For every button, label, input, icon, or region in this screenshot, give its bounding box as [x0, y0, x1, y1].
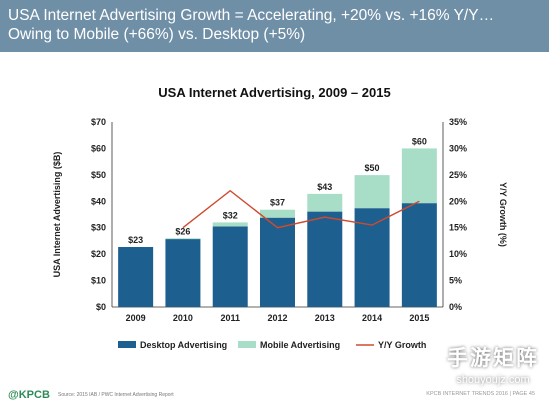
y-tick-label-left: $0	[96, 302, 106, 312]
legend-desktop-label: Desktop Advertising	[140, 340, 227, 350]
bar-total-label: $60	[412, 136, 427, 146]
header-title: USA Internet Advertising Growth = Accele…	[8, 6, 543, 44]
bar-mobile	[354, 175, 390, 209]
bar-desktop	[165, 239, 201, 307]
y-axis-label-left: USA Internet Advertising ($B)	[52, 152, 62, 278]
y-tick-label-right: 25%	[449, 170, 467, 180]
header-title-line1: USA Internet Advertising Growth = Accele…	[8, 7, 495, 24]
y-tick-label-right: 35%	[449, 117, 467, 127]
x-tick-label: 2014	[362, 313, 382, 323]
y-tick-label-right: 10%	[449, 249, 467, 259]
y-tick-label-right: 15%	[449, 223, 467, 233]
y-tick-label-right: 20%	[449, 196, 467, 206]
bar-mobile	[212, 222, 248, 227]
y-tick-label-right: 30%	[449, 143, 467, 153]
bar-total-label: $43	[317, 182, 332, 192]
header-title-line2: Owing to Mobile (+66%) vs. Desktop (+5%)	[8, 26, 306, 43]
bar-total-label: $37	[270, 198, 285, 208]
x-tick-label: 2012	[267, 313, 287, 323]
x-tick-label: 2011	[220, 313, 240, 323]
legend-mobile-label: Mobile Advertising	[260, 340, 340, 350]
x-tick-label: 2010	[173, 313, 193, 323]
legend-growth-label: Y/Y Growth	[378, 340, 426, 350]
legend-mobile-swatch	[238, 341, 256, 348]
y-tick-label-left: $30	[91, 223, 106, 233]
page-footer: KPCB INTERNET TRENDS 2016 | PAGE 45	[426, 391, 535, 397]
x-tick-label: 2015	[409, 313, 429, 323]
bar-mobile	[260, 209, 295, 218]
y-tick-label-right: 5%	[449, 276, 462, 286]
chart-title: USA Internet Advertising, 2009 – 2015	[158, 85, 391, 100]
growth-line	[182, 189, 420, 229]
bar-desktop	[307, 211, 343, 307]
watermark-sub: shouyoujz.com	[456, 374, 530, 386]
header-banner: USA Internet Advertising Growth = Accele…	[0, 0, 549, 52]
bar-desktop	[118, 247, 154, 307]
y-tick-label-left: $50	[91, 170, 106, 180]
bar-desktop	[260, 217, 295, 307]
y-tick-label-left: $40	[91, 196, 106, 206]
x-tick-label: 2009	[126, 313, 146, 323]
bar-mobile	[401, 148, 437, 204]
y-tick-label-right: 0%	[449, 302, 462, 312]
watermark-main: 手游矩阵	[447, 347, 539, 370]
kpcb-logo: @KPCB	[8, 389, 50, 401]
y-tick-label-left: $20	[91, 249, 106, 259]
bar-desktop	[212, 226, 248, 307]
bar-mobile	[307, 193, 343, 212]
source-note: Source: 2015 IAB / PWC Internet Advertis…	[58, 392, 174, 398]
x-tick-label: 2013	[315, 313, 335, 323]
bar-mobile	[165, 238, 201, 240]
y-tick-label-left: $10	[91, 276, 106, 286]
y-tick-label-left: $70	[91, 117, 106, 127]
bar-total-label: $23	[128, 235, 143, 245]
bar-desktop	[401, 203, 437, 307]
legend-desktop-swatch	[118, 341, 136, 348]
y-axis-label-right: Y/Y Growth (%)	[498, 182, 508, 247]
bar-total-label: $32	[223, 210, 238, 220]
y-tick-label-left: $60	[91, 143, 106, 153]
bar-total-label: $26	[175, 226, 190, 236]
watermark: 手游矩阵 shouyoujz.com	[445, 342, 541, 386]
bar-total-label: $50	[365, 163, 380, 173]
